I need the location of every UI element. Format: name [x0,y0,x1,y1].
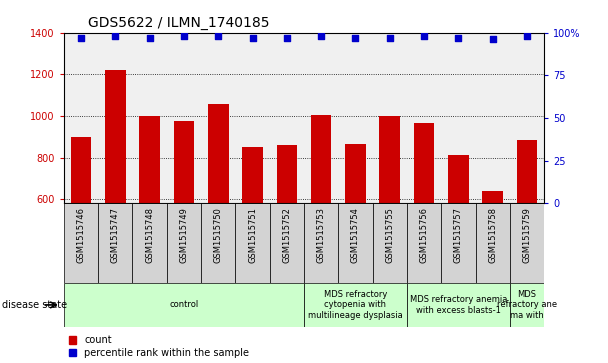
Bar [482,191,503,324]
Bar [139,116,160,324]
Bar [338,203,373,283]
Bar [71,137,91,324]
Text: GSM1515754: GSM1515754 [351,207,360,263]
Bar [174,121,194,324]
Bar [242,147,263,324]
Bar [64,283,304,327]
Point [247,35,257,41]
Point [76,35,86,41]
Bar [235,203,270,283]
Text: MDS refractory anemia
with excess blasts-1: MDS refractory anemia with excess blasts… [410,295,507,315]
Text: GSM1515748: GSM1515748 [145,207,154,263]
Bar [201,203,235,283]
Text: GDS5622 / ILMN_1740185: GDS5622 / ILMN_1740185 [88,16,269,30]
Text: GSM1515753: GSM1515753 [317,207,326,263]
Bar [304,203,338,283]
Bar [379,116,400,324]
Point [282,35,292,41]
Bar [64,203,98,283]
Point [179,33,188,39]
Bar [311,115,331,324]
Point [419,33,429,39]
Text: GSM1515755: GSM1515755 [385,207,394,263]
Legend: count, percentile rank within the sample: count, percentile rank within the sample [69,335,249,358]
Text: GSM1515749: GSM1515749 [179,207,188,263]
Text: GSM1515751: GSM1515751 [248,207,257,263]
Point [145,35,154,41]
Bar [414,123,434,324]
Bar [510,203,544,283]
Bar [407,283,510,327]
Point [522,33,532,39]
Bar [277,145,297,324]
Text: GSM1515750: GSM1515750 [214,207,223,263]
Bar [373,203,407,283]
Bar [517,140,537,324]
Text: MDS
refractory ane
ma with: MDS refractory ane ma with [497,290,557,320]
Point [454,35,463,41]
Text: control: control [169,301,199,309]
Text: disease state: disease state [2,300,67,310]
Text: GSM1515756: GSM1515756 [420,207,429,263]
Bar [407,203,441,283]
Bar [345,144,366,324]
Point [351,35,361,41]
Bar [133,203,167,283]
Bar [510,283,544,327]
Bar [270,203,304,283]
Point [488,37,497,42]
Point [385,35,395,41]
Bar [475,203,510,283]
Text: MDS refractory
cytopenia with
multilineage dysplasia: MDS refractory cytopenia with multilinea… [308,290,403,320]
Point [316,33,326,39]
Bar [208,105,229,324]
Text: GSM1515747: GSM1515747 [111,207,120,263]
Bar [448,155,469,324]
Bar [441,203,475,283]
Bar [105,70,126,324]
Bar [304,283,407,327]
Text: GSM1515758: GSM1515758 [488,207,497,263]
Bar [167,203,201,283]
Text: GSM1515752: GSM1515752 [282,207,291,263]
Text: GSM1515746: GSM1515746 [77,207,86,263]
Text: GSM1515757: GSM1515757 [454,207,463,263]
Text: GSM1515759: GSM1515759 [522,207,531,263]
Point [213,33,223,39]
Bar [98,203,133,283]
Point [111,33,120,39]
